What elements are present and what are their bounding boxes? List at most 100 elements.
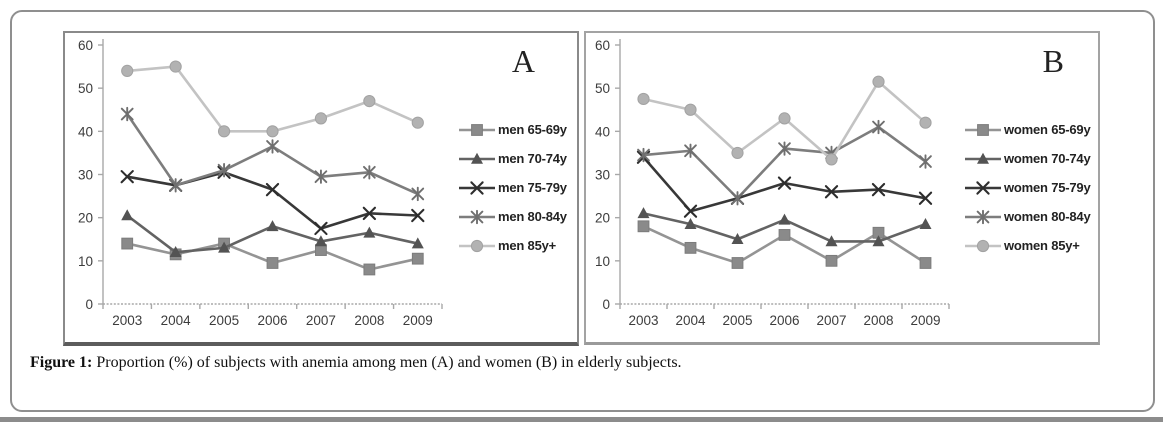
y-tick-label: 0 bbox=[602, 297, 610, 312]
x-tick-label: 2005 bbox=[722, 313, 752, 328]
circle-marker bbox=[919, 116, 932, 129]
triangle-marker bbox=[872, 235, 885, 247]
x-marker bbox=[362, 206, 377, 220]
x-tick-label: 2004 bbox=[161, 313, 192, 328]
asterisk-marker bbox=[266, 139, 279, 154]
x-marker bbox=[683, 204, 698, 218]
legend-label: women 65-69y bbox=[1004, 122, 1091, 137]
x-tick-label: 2006 bbox=[769, 313, 799, 328]
asterisk-marker bbox=[120, 106, 134, 122]
y-tick-label: 50 bbox=[78, 81, 93, 96]
x-marker bbox=[411, 208, 425, 223]
circle-marker bbox=[731, 146, 744, 160]
circle-legend-icon bbox=[965, 239, 1001, 252]
circle-marker bbox=[363, 95, 376, 108]
square-marker bbox=[266, 257, 279, 269]
square-marker bbox=[684, 241, 697, 254]
circle-marker bbox=[976, 239, 990, 252]
figure-caption: Figure 1: Proportion (%) of subjects wit… bbox=[30, 354, 1110, 372]
circle-marker bbox=[217, 125, 231, 138]
x-tick-label: 2008 bbox=[863, 313, 893, 328]
circle-legend-icon bbox=[459, 239, 495, 252]
square-marker bbox=[731, 257, 744, 269]
circle-marker bbox=[266, 125, 279, 138]
circle-marker bbox=[121, 64, 134, 78]
figure-frame: 0 10 20 30 40 50 60 2003 2004 2005 2006 2007 2008 200… bbox=[10, 10, 1155, 412]
legend-item: women 80-84y bbox=[963, 206, 1091, 227]
x-tick-label: 2009 bbox=[403, 313, 433, 328]
legend-label: women 75-79y bbox=[1004, 180, 1091, 195]
y-tick-label: 20 bbox=[78, 211, 93, 226]
y-tick-label: 40 bbox=[78, 124, 93, 139]
square-legend-icon bbox=[965, 123, 1001, 136]
chart-panel-a: 0 10 20 30 40 50 60 2003 2004 2005 2006 2007 2008 200… bbox=[63, 31, 579, 346]
triangle-marker bbox=[218, 241, 231, 253]
circle-marker bbox=[314, 112, 328, 125]
circle-marker bbox=[684, 103, 697, 116]
legend-item: women 85y+ bbox=[963, 235, 1090, 256]
triangle-marker bbox=[919, 217, 932, 229]
square-marker bbox=[471, 123, 483, 136]
circle-marker bbox=[411, 116, 424, 129]
asterisk-marker bbox=[976, 209, 990, 224]
legend-label: women 80-84y bbox=[1004, 209, 1091, 224]
x-tick-label: 2003 bbox=[628, 313, 658, 328]
panel-letter-a: A bbox=[511, 43, 535, 79]
legend-label: men 75-79y bbox=[498, 180, 567, 195]
x-marker bbox=[976, 180, 990, 195]
square-marker bbox=[919, 257, 932, 269]
asterisk-marker bbox=[363, 165, 376, 180]
y-tick-label: 60 bbox=[78, 38, 93, 53]
x-tick-label: 2006 bbox=[257, 313, 287, 328]
y-tick-label: 40 bbox=[595, 124, 610, 139]
triangle-marker bbox=[266, 220, 279, 232]
asterisk-marker bbox=[217, 163, 231, 178]
triangle-marker bbox=[314, 235, 327, 247]
legend-item: women 70-74y bbox=[963, 148, 1091, 169]
x-tick-label: 2007 bbox=[306, 313, 336, 328]
x-legend-icon bbox=[965, 180, 1001, 195]
triangle-legend-icon bbox=[459, 152, 495, 164]
square-marker bbox=[977, 123, 989, 136]
legend-item: men 65-69y bbox=[457, 119, 567, 140]
triangle-marker bbox=[169, 246, 182, 257]
chart-b-plot: 0 10 20 30 40 50 60 2003 2004 2005 2006 2007 2008 200… bbox=[595, 38, 950, 328]
asterisk-marker bbox=[411, 186, 425, 202]
y-tick-label: 20 bbox=[595, 211, 610, 226]
x-tick-label: 2004 bbox=[675, 313, 706, 328]
square-marker bbox=[363, 263, 376, 276]
x-marker bbox=[824, 185, 839, 199]
chart-a-plot: 0 10 20 30 40 50 60 2003 2004 2005 2006 2007 2008 200… bbox=[78, 38, 443, 328]
y-tick-label: 10 bbox=[595, 254, 610, 269]
square-marker bbox=[825, 254, 838, 267]
legend-label: men 70-74y bbox=[498, 151, 567, 166]
triangle-marker bbox=[411, 237, 424, 249]
legend-label: women 70-74y bbox=[1004, 151, 1091, 166]
x-marker bbox=[470, 180, 484, 195]
y-tick-label: 30 bbox=[595, 168, 610, 183]
y-tick-label: 0 bbox=[85, 297, 93, 312]
asterisk-marker bbox=[919, 154, 932, 169]
y-tick-label: 10 bbox=[78, 254, 93, 269]
triangle-marker bbox=[731, 233, 744, 245]
x-legend-icon bbox=[459, 180, 495, 195]
asterisk-marker bbox=[778, 141, 791, 156]
x-tick-label: 2003 bbox=[112, 313, 142, 328]
legend-label: men 85y+ bbox=[498, 238, 557, 253]
x-marker bbox=[314, 221, 328, 236]
asterisk-marker bbox=[684, 143, 697, 158]
chart-a-legend: men 65-69y men 70-74y men 75-79y men 80-84y… bbox=[457, 119, 567, 256]
triangle-marker bbox=[684, 217, 697, 229]
panel-letter-b: B bbox=[1042, 43, 1064, 79]
circle-marker bbox=[169, 60, 182, 73]
x-tick-label: 2007 bbox=[816, 313, 846, 328]
legend-item: men 85y+ bbox=[457, 235, 567, 256]
chart-b-legend: women 65-69y women 70-74y women 75-79y wome… bbox=[963, 119, 1091, 256]
x-tick-label: 2008 bbox=[354, 313, 384, 328]
triangle-marker bbox=[637, 207, 650, 219]
star-legend-icon bbox=[459, 209, 495, 224]
triangle-marker bbox=[121, 209, 134, 221]
x-marker bbox=[265, 182, 280, 197]
asterisk-marker bbox=[872, 119, 885, 135]
triangle-legend-icon bbox=[965, 152, 1001, 164]
